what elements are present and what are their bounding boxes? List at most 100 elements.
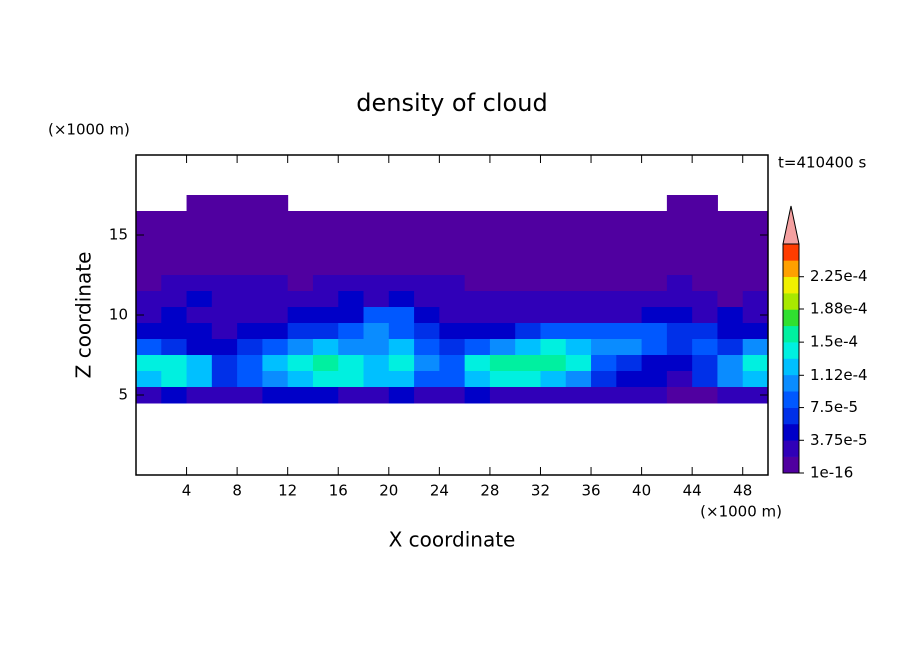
contour-cell: [186, 227, 213, 244]
contour-cell: [717, 291, 744, 308]
contour-cell: [388, 355, 415, 372]
contour-cell: [666, 371, 693, 388]
contour-cell: [262, 307, 289, 324]
contour-cell: [136, 387, 162, 404]
colorbar-bin: [783, 309, 799, 327]
contour-cell: [742, 275, 769, 292]
contour-cell: [262, 339, 289, 356]
contour-cell: [211, 387, 238, 404]
contour-cell: [591, 307, 617, 324]
contour-cell: [591, 291, 617, 308]
colorbar-tick-label: 7.5e-5: [810, 398, 858, 416]
contour-cell: [540, 259, 567, 276]
contour-cell: [414, 291, 440, 308]
contour-cell: [666, 307, 693, 324]
colorbar-tick-label: 1e-16: [810, 464, 853, 482]
contour-cell: [666, 211, 693, 228]
contour-cell: [616, 355, 643, 372]
contour-cell: [717, 371, 744, 388]
contour-cell: [237, 387, 263, 404]
contour-cell: [388, 227, 415, 244]
contour-cell: [262, 291, 289, 308]
contour-cell: [136, 339, 162, 356]
contour-cell: [312, 227, 339, 244]
contour-cell: [414, 243, 440, 260]
contour-cell: [388, 211, 415, 228]
contour-cell: [211, 259, 238, 276]
contour-cell: [262, 259, 289, 276]
contour-cell: [237, 195, 263, 212]
contour-cell: [565, 323, 592, 340]
contour-cell: [312, 291, 339, 308]
contour-cell: [692, 355, 718, 372]
contour-cell: [742, 387, 769, 404]
contour-cell: [717, 275, 744, 292]
contour-cell: [287, 227, 314, 244]
contour-cell: [742, 307, 769, 324]
contour-cell: [641, 387, 668, 404]
contour-cell: [338, 275, 365, 292]
contour-cell: [692, 243, 718, 260]
contour-cell: [211, 307, 238, 324]
contour-cell: [616, 227, 643, 244]
time-label: t=410400 s: [778, 154, 866, 172]
colorbar-frame: [782, 243, 800, 474]
contour-cell: [414, 387, 440, 404]
contour-cell: [565, 291, 592, 308]
contour-cell: [464, 259, 491, 276]
contour-cell: [211, 211, 238, 228]
contour-cell: [338, 243, 365, 260]
contour-cell: [540, 211, 567, 228]
contour-cell: [666, 291, 693, 308]
contour-cell: [262, 387, 289, 404]
contour-cell: [717, 339, 744, 356]
colorbar-bin: [783, 374, 799, 392]
contour-cell: [439, 275, 466, 292]
contour-cell: [464, 307, 491, 324]
contour-cell: [262, 227, 289, 244]
contour-cell: [363, 259, 390, 276]
contour-cell: [136, 211, 162, 228]
contour-cell: [161, 371, 188, 388]
contour-cell: [692, 211, 718, 228]
contour-cell: [641, 227, 668, 244]
contour-cell: [717, 243, 744, 260]
colorbar-tick-label: 1.12e-4: [810, 366, 868, 384]
contour-cell: [414, 323, 440, 340]
contour-cell: [338, 227, 365, 244]
contour-cell: [161, 387, 188, 404]
x-tick-label: 24: [430, 482, 449, 500]
contour-cell: [742, 371, 769, 388]
contour-cell: [616, 211, 643, 228]
contour-cell: [363, 291, 390, 308]
contour-cell: [489, 371, 516, 388]
contour-cell: [414, 307, 440, 324]
contour-cell: [464, 243, 491, 260]
contour-cell: [363, 307, 390, 324]
contour-cell: [565, 371, 592, 388]
contour-cell: [616, 275, 643, 292]
contour-cell: [591, 259, 617, 276]
contour-cell: [439, 307, 466, 324]
contour-cell: [237, 371, 263, 388]
colorbar-bin: [783, 391, 799, 408]
contour-cell: [439, 387, 466, 404]
contour-cell: [641, 339, 668, 356]
contour-cell: [161, 211, 188, 228]
colorbar-bin: [783, 440, 799, 457]
contour-cell: [591, 371, 617, 388]
contour-cell: [237, 243, 263, 260]
contour-cell: [641, 307, 668, 324]
contour-cell: [161, 275, 188, 292]
contour-cell: [565, 275, 592, 292]
contour-cell: [136, 227, 162, 244]
contour-cell: [717, 227, 744, 244]
contour-cell: [641, 291, 668, 308]
contour-cell: [692, 307, 718, 324]
contour-cell: [414, 259, 440, 276]
contour-cell: [161, 259, 188, 276]
contour-cell: [515, 275, 541, 292]
contour-cell: [388, 339, 415, 356]
contour-cell: [540, 243, 567, 260]
contour-cell: [237, 227, 263, 244]
